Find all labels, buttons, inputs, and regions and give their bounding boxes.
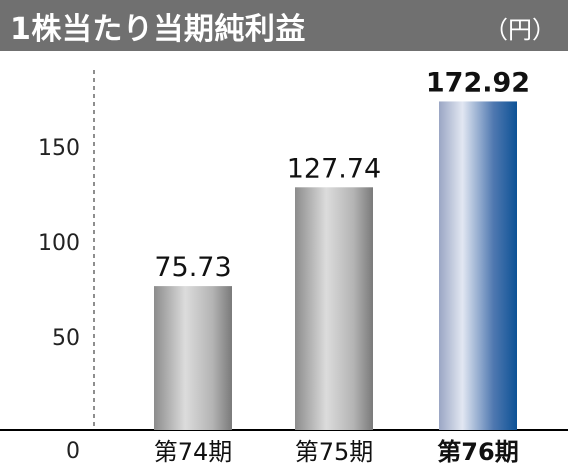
data-label: 172.92: [426, 67, 530, 98]
y-tick-label: 100: [38, 231, 80, 256]
x-category-label: 第74期: [154, 438, 233, 466]
x-category-label: 第75期: [295, 438, 374, 466]
bar: [439, 101, 517, 431]
y-tick-label: 50: [52, 326, 80, 351]
y-tick-label: 150: [38, 136, 80, 161]
chart-title: 1株当たり当期純利益: [10, 12, 306, 47]
bar: [295, 187, 373, 430]
y-tick-label: 0: [66, 439, 80, 464]
bar: [154, 286, 232, 430]
chart-header: 1株当たり当期純利益 （円）: [0, 0, 568, 51]
unit-label: （円）: [484, 16, 556, 44]
data-label: 127.74: [287, 153, 381, 184]
x-category-label: 第76期: [437, 438, 518, 466]
data-label: 75.73: [154, 252, 231, 283]
